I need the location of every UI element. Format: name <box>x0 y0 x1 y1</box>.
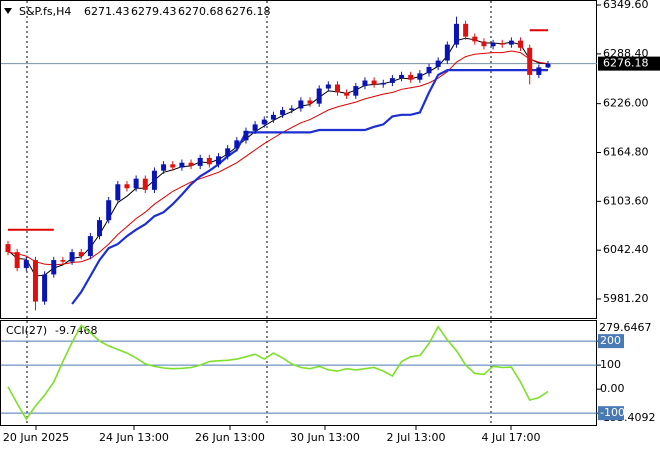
candle-body <box>97 220 103 237</box>
candle-body <box>298 100 304 109</box>
y-tick-label: 6226.00 <box>603 97 649 110</box>
x-tick-label: 26 Jun 13:00 <box>195 431 265 444</box>
candle-body <box>179 162 185 168</box>
candle-body <box>23 260 29 269</box>
candle-body <box>518 40 524 48</box>
candle-body <box>353 86 359 96</box>
candle-body <box>444 44 450 61</box>
candle-body <box>124 184 130 189</box>
candle-body <box>289 108 295 111</box>
candle-body <box>453 23 459 45</box>
candle-body <box>334 84 340 93</box>
y-tick-label: 200 <box>600 334 621 347</box>
x-tick-label: 30 Jun 13:00 <box>290 431 360 444</box>
candle-body <box>463 23 469 37</box>
candle-body <box>115 184 121 201</box>
candle-body <box>316 88 322 104</box>
candle-body <box>78 252 84 257</box>
y-tick-label: 100 <box>600 358 621 371</box>
candle-body <box>344 92 350 96</box>
candle-body <box>197 157 203 166</box>
y-limit-label: 279.6467 <box>599 321 652 334</box>
indicator-pane-frame <box>0 320 597 426</box>
symbol: S&P.fs,H4 <box>19 5 71 18</box>
x-tick-label: 2 Jul 13:00 <box>387 431 446 444</box>
candle-body <box>14 252 20 269</box>
candle-body <box>206 157 212 165</box>
candle-body <box>225 148 231 157</box>
header-low: 6270.68 <box>178 5 224 18</box>
overlay-line <box>7 50 549 266</box>
candle-body <box>216 156 222 165</box>
candle-body <box>545 63 551 68</box>
x-tick-label: 20 Jun 2025 <box>3 431 69 444</box>
candle-body <box>51 260 57 275</box>
candle-body <box>417 73 423 80</box>
current-price-label: 6276.18 <box>603 57 649 70</box>
x-tick-label: 24 Jun 13:00 <box>99 431 169 444</box>
candle-body <box>270 114 276 120</box>
y-tick-label: 6288.40 <box>603 47 649 60</box>
candle-body <box>161 164 167 171</box>
candle-body <box>499 43 505 45</box>
candle-body <box>307 100 313 104</box>
candle-body <box>133 178 139 189</box>
candle-body <box>5 244 11 253</box>
level-box <box>598 334 624 349</box>
candle-body <box>426 66 432 74</box>
candle-body <box>527 47 533 75</box>
candle-body <box>151 170 157 190</box>
candle-body <box>399 74 405 79</box>
y-tick-label: 0.00 <box>600 382 625 395</box>
candle-body <box>380 82 386 85</box>
candle-body <box>87 236 93 257</box>
indicator-value: -9.7468 <box>55 324 97 337</box>
candle-body <box>472 36 478 42</box>
candle-body <box>32 260 38 302</box>
candle-body <box>481 41 487 47</box>
collapse-icon <box>4 8 12 14</box>
candle-body <box>252 124 258 131</box>
candle-body <box>280 110 286 115</box>
separators <box>26 1 492 425</box>
current-price-box <box>598 56 660 71</box>
candle-body <box>170 164 176 168</box>
y-tick-label: 6164.80 <box>603 145 649 158</box>
candle-body <box>371 80 377 85</box>
y-tick-label: 6103.60 <box>603 194 649 207</box>
candle-body <box>490 43 496 47</box>
header-close: 6276.18 <box>225 5 271 18</box>
candle-body <box>234 140 240 149</box>
candle-body <box>106 200 112 221</box>
candle-body <box>362 80 368 87</box>
candle-body <box>536 67 542 75</box>
candle-body <box>325 84 331 89</box>
overlay-line <box>71 69 548 305</box>
candle-body <box>142 178 148 190</box>
candle-body <box>69 252 75 262</box>
candle-body <box>42 274 48 302</box>
y-tick-label: 5981.20 <box>603 292 649 305</box>
candle-body <box>188 162 194 166</box>
cci-line <box>7 324 549 421</box>
candle-body <box>243 130 249 141</box>
candle-body <box>408 74 414 80</box>
header-high: 6279.43 <box>131 5 177 18</box>
candle-body <box>60 260 66 262</box>
indicator-name: CCI(27) <box>6 324 47 337</box>
candle-body <box>508 40 514 45</box>
candle-body <box>435 60 441 67</box>
x-tick-label: 4 Jul 17:00 <box>482 431 541 444</box>
candle-body <box>261 119 267 125</box>
candle-body <box>389 78 395 83</box>
y-tick-label: -100 <box>600 406 625 419</box>
header-open: 6271.43 <box>84 5 130 18</box>
level-box <box>598 406 624 421</box>
main-pane-frame <box>0 0 597 319</box>
y-tick-label: 6042.40 <box>603 243 649 256</box>
y-tick-label: 6349.60 <box>603 0 649 11</box>
